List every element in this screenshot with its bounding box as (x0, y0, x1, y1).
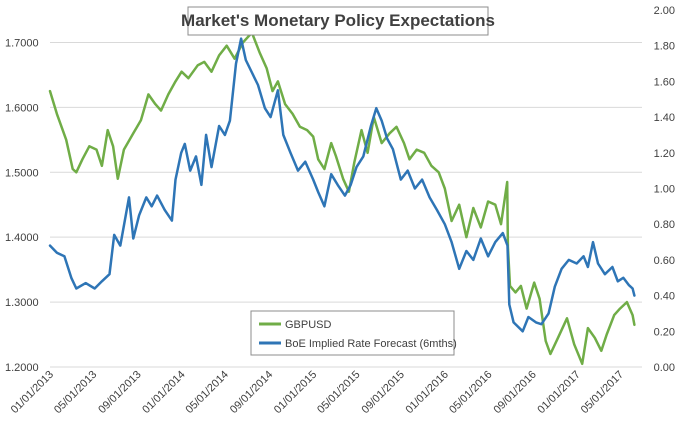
legend-label-gbpusd: GBPUSD (285, 319, 332, 331)
x-axis-tick-label: 05/01/2013 (52, 369, 99, 416)
x-axis-tick-label: 01/01/2014 (140, 369, 187, 416)
x-axis-tick-label: 09/01/2013 (96, 369, 143, 416)
right-axis-tick-label: 0.60 (654, 255, 675, 267)
gridlines (50, 41, 642, 368)
left-axis-tick-label: 1.4000 (5, 232, 39, 244)
right-axis-tick-label: 1.40 (654, 112, 675, 124)
legend: GBPUSD BoE Implied Rate Forecast (6mths) (250, 310, 457, 356)
x-axis-tick-label: 05/01/2015 (315, 369, 362, 416)
right-axis-tick-label: 0.00 (654, 362, 675, 374)
right-axis-tick-label: 1.80 (654, 41, 675, 53)
chart-title: Market's Monetary Policy Expectations (181, 11, 495, 30)
x-axis-tick-label: 05/01/2017 (579, 369, 626, 416)
x-axis-tick-label: 09/01/2016 (491, 369, 538, 416)
x-axis-tick-label: 01/01/2013 (9, 369, 56, 416)
legend-label-boe: BoE Implied Rate Forecast (6mths) (285, 338, 457, 350)
x-axis-tick-label: 01/01/2015 (272, 369, 319, 416)
left-axis-tick-label: 1.7000 (5, 37, 39, 49)
right-axis-ticks: 0.00 0.20 0.40 0.60 0.80 1.00 1.20 1.40 1.60 1.80… (654, 5, 675, 374)
right-axis-tick-label: 0.40 (654, 291, 675, 303)
series-line-gbpusd (48, 31, 636, 366)
right-axis-tick-label: 1.00 (654, 184, 675, 196)
right-axis-tick-label: 1.60 (654, 76, 675, 88)
x-axis-tick-label: 09/01/2015 (360, 369, 407, 416)
left-axis-tick-label: 1.2000 (5, 362, 39, 374)
x-axis-tick-label: 09/01/2014 (228, 369, 275, 416)
left-axis-tick-label: 1.5000 (5, 167, 39, 179)
chart-title-box: Market's Monetary Policy Expectations (181, 6, 495, 36)
x-axis-tick-label: 01/01/2017 (535, 369, 582, 416)
right-axis-tick-label: 1.20 (654, 148, 675, 160)
x-axis-ticks: 01/01/201305/01/201309/01/201301/01/2014… (9, 369, 626, 416)
right-axis-tick-label: 2.00 (654, 5, 675, 17)
x-axis-tick-label: 05/01/2016 (447, 369, 494, 416)
right-axis-tick-label: 0.80 (654, 219, 675, 231)
right-axis-tick-label: 0.20 (654, 326, 675, 338)
left-axis-tick-label: 1.6000 (5, 102, 39, 114)
left-axis-ticks: 1.2000 1.3000 1.4000 1.5000 1.6000 1.7000 (5, 37, 39, 374)
left-axis-tick-label: 1.3000 (5, 297, 39, 309)
x-axis-tick-label: 01/01/2016 (403, 369, 450, 416)
series-line-boe-implied-rate (48, 37, 636, 333)
series-lines (48, 31, 636, 366)
x-axis-tick-label: 05/01/2014 (184, 369, 231, 416)
